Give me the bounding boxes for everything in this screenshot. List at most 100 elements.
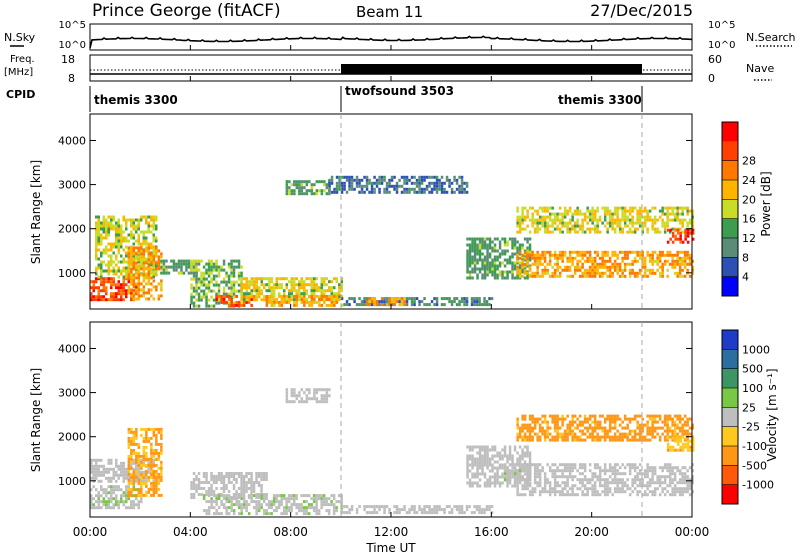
power-cell-6 — [276, 286, 279, 289]
power-cell-7 — [318, 298, 321, 301]
velocity-cell-9 — [604, 490, 607, 493]
velocity-cell-9 — [621, 484, 624, 487]
power-cell-13 — [644, 272, 647, 275]
velocity-cell-10 — [516, 427, 519, 430]
power-cell-9 — [393, 303, 396, 306]
power-cell-12 — [479, 268, 482, 271]
power-cell-14 — [566, 210, 569, 213]
power-cell-8 — [458, 300, 461, 303]
power-cell-6 — [331, 280, 334, 283]
velocity-cell-2 — [130, 488, 133, 491]
velocity-cell-2 — [160, 452, 163, 455]
power-cell-1 — [113, 219, 116, 222]
power-cell-12 — [509, 271, 512, 274]
velocity-cell-2 — [160, 470, 163, 473]
velocity-cell-4 — [225, 509, 228, 512]
power-cell-9 — [391, 297, 394, 300]
power-cell-9 — [401, 303, 404, 306]
velocity-cell-10 — [609, 415, 612, 418]
power-cell-13 — [679, 275, 682, 278]
freq-tick-high: 18 — [61, 53, 75, 66]
power-cell-0 — [110, 298, 113, 301]
power-cell-14 — [666, 219, 669, 222]
power-cell-0 — [110, 292, 113, 295]
power-cell-1 — [108, 261, 111, 264]
power-cell-11 — [438, 185, 441, 188]
power-cell-10 — [326, 183, 329, 186]
velocity-cell-8 — [504, 472, 507, 475]
velocity-cell-7 — [471, 482, 474, 485]
velocity-cell-9 — [594, 466, 597, 469]
velocity-cell-4 — [213, 506, 216, 509]
power-cell-2 — [150, 276, 153, 279]
power-cell-7 — [331, 295, 334, 298]
velocity-cell-7 — [479, 473, 482, 476]
power-cell-12 — [511, 277, 514, 280]
power-cell-14 — [589, 216, 592, 219]
velocity-cell-7 — [484, 485, 487, 488]
velocity-cell-9 — [604, 469, 607, 472]
velocity-cell-6 — [366, 511, 369, 514]
velocity-cell-9 — [614, 466, 617, 469]
power-cell-14 — [624, 219, 627, 222]
power-cell-14 — [534, 228, 537, 231]
velocity-cell-7 — [509, 452, 512, 455]
velocity-cell-10 — [636, 421, 639, 424]
velocity-cell-4 — [295, 503, 298, 506]
power-cell-6 — [311, 280, 314, 283]
velocity-cell-4 — [313, 494, 316, 497]
velocity-cell-10 — [551, 418, 554, 421]
power-cell-15 — [672, 232, 675, 235]
power-cell-12 — [504, 265, 507, 268]
power-cell-13 — [681, 251, 684, 254]
power-cell-1 — [100, 234, 103, 237]
velocity-cell-3 — [230, 472, 233, 475]
velocity-cell-9 — [571, 463, 574, 466]
power-cell-13 — [581, 266, 584, 269]
power-cell-14 — [684, 219, 687, 222]
power-cell-2 — [155, 267, 158, 270]
velocity-cell-7 — [481, 473, 484, 476]
power-cell-13 — [589, 269, 592, 272]
power-cell-0 — [120, 283, 123, 286]
power-cell-6 — [246, 280, 249, 283]
power-cell-1 — [95, 243, 98, 246]
power-cell-14 — [664, 228, 667, 231]
power-cell-0 — [93, 280, 96, 283]
power-cell-11 — [456, 179, 459, 182]
power-cell-14 — [536, 219, 539, 222]
power-cell-13 — [644, 275, 647, 278]
power-cell-6 — [311, 277, 314, 280]
power-cell-4 — [223, 260, 226, 263]
power-cell-14 — [554, 219, 557, 222]
power-cell-6 — [251, 277, 254, 280]
power-cell-13 — [611, 254, 614, 257]
velocity-cell-10 — [521, 418, 524, 421]
power-cell-5 — [238, 301, 241, 304]
power-cell-11 — [331, 176, 334, 179]
power-cell-2 — [145, 267, 148, 270]
velocity-cell-2 — [155, 443, 158, 446]
velocity-cell-3 — [255, 472, 257, 475]
power-cell-14 — [561, 219, 564, 222]
velocity-cell-5 — [308, 388, 311, 391]
velocity-cell-10 — [616, 436, 619, 439]
power-cell-14 — [679, 207, 682, 210]
velocity-cell-9 — [546, 463, 549, 466]
velocity-cell-0 — [98, 506, 101, 509]
velocity-cell-9 — [689, 493, 692, 496]
velocity-cell-3 — [245, 490, 248, 493]
power-cell-6 — [293, 289, 296, 292]
power-cell-11 — [423, 188, 426, 191]
power-cell-1 — [105, 219, 108, 222]
velocity-cell-5 — [286, 391, 289, 394]
power-cell-6 — [283, 289, 286, 292]
power-cell-4 — [233, 266, 236, 269]
power-cell-12 — [511, 265, 514, 268]
power-cell-1 — [115, 258, 118, 261]
velocity-cell-9 — [649, 481, 652, 484]
power-cell-7 — [293, 301, 296, 304]
power-cell-15 — [684, 238, 687, 241]
velocity-cell-10 — [659, 427, 662, 430]
power-cell-2 — [135, 276, 138, 279]
